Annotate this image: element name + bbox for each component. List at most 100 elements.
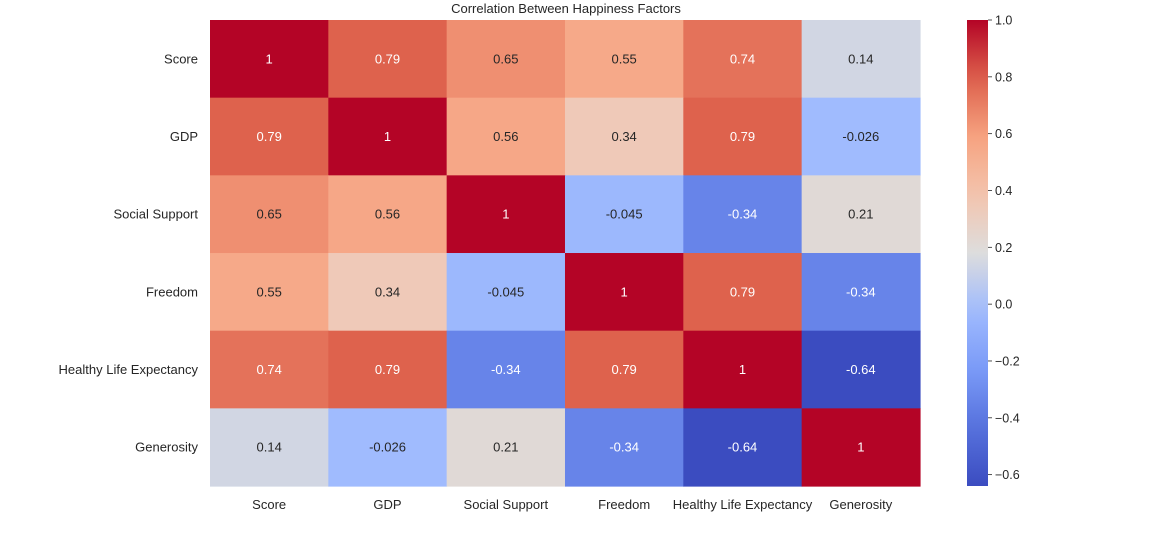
heatmap-cell-r0-c4: [683, 20, 803, 99]
colorbar: 1.0 0.8 0.6 0.4 0.2 0.0 −0.2 −0.4 −0.6: [967, 14, 1020, 486]
heatmap-cell-r4-c3: [564, 330, 684, 409]
heatmap-cell-r2-c5: [801, 175, 921, 254]
heatmap-cell-r5-c4: [683, 408, 803, 487]
cell-value-r4-c5: -0.64: [846, 362, 876, 377]
cell-value-r3-c1: 0.34: [375, 284, 400, 299]
heatmap-cell-r3-c2: [446, 253, 566, 332]
heatmap-cell-r0-c3: [564, 20, 684, 99]
heatmap-cells: [210, 20, 921, 487]
cell-value-r3-c3: 1: [621, 284, 628, 299]
cell-value-r1-c0: 0.79: [257, 129, 282, 144]
heatmap-cell-r2-c3: [564, 175, 684, 254]
heatmap-cell-r1-c3: [564, 97, 684, 176]
cell-value-r5-c2: 0.21: [493, 440, 518, 455]
row-label: GDP: [170, 129, 198, 144]
heatmap-cell-r2-c2: [446, 175, 566, 254]
heatmap-cell-r4-c5: [801, 330, 921, 409]
heatmap-cell-r4-c1: [328, 330, 448, 409]
chart-title: Correlation Between Happiness Factors: [451, 1, 681, 16]
cell-value-r5-c1: -0.026: [369, 440, 406, 455]
cell-value-r4-c3: 0.79: [611, 362, 636, 377]
cell-value-r4-c4: 1: [739, 362, 746, 377]
heatmap-cell-r3-c5: [801, 253, 921, 332]
cell-value-r5-c5: 1: [857, 440, 864, 455]
cell-value-r5-c3: -0.34: [609, 440, 639, 455]
cell-value-r3-c0: 0.55: [257, 284, 282, 299]
cell-value-r2-c5: 0.21: [848, 207, 873, 222]
heatmap-cell-r5-c2: [446, 408, 566, 487]
column-label: Score: [252, 497, 286, 512]
column-label: GDP: [373, 497, 401, 512]
colorbar-tick-label: 0.2: [995, 241, 1012, 255]
cell-value-r0-c2: 0.65: [493, 51, 518, 66]
cell-value-r3-c2: -0.045: [487, 284, 524, 299]
cell-value-r4-c0: 0.74: [257, 362, 282, 377]
heatmap-cell-r0-c2: [446, 20, 566, 99]
colorbar-tick-label: 0.8: [995, 70, 1012, 84]
column-label: Freedom: [598, 497, 650, 512]
heatmap-cell-r3-c1: [328, 253, 448, 332]
heatmap-cell-r3-c0: [210, 253, 329, 332]
heatmap-cell-r3-c4: [683, 253, 803, 332]
cell-value-r3-c4: 0.79: [730, 284, 755, 299]
cell-value-r1-c2: 0.56: [493, 129, 518, 144]
column-label: Social Support: [464, 497, 549, 512]
heatmap-cell-r5-c1: [328, 408, 448, 487]
cell-value-r0-c1: 0.79: [375, 51, 400, 66]
heatmap-cell-r0-c0: [210, 20, 329, 99]
colorbar-tick-label: −0.6: [995, 468, 1020, 482]
heatmap-cell-r5-c0: [210, 408, 329, 487]
row-label: Generosity: [135, 440, 198, 455]
row-label: Healthy Life Expectancy: [59, 362, 199, 377]
heatmap-cell-r4-c4: [683, 330, 803, 409]
heatmap-cell-r5-c5: [801, 408, 921, 487]
cell-value-r0-c0: 1: [266, 51, 273, 66]
column-label: Healthy Life Expectancy: [673, 497, 813, 512]
cell-value-r3-c5: -0.34: [846, 284, 876, 299]
cell-value-r5-c0: 0.14: [257, 440, 282, 455]
heatmap-cell-r3-c3: [564, 253, 684, 332]
row-label: Freedom: [146, 284, 198, 299]
cell-value-r2-c3: -0.045: [606, 207, 643, 222]
cell-value-r0-c4: 0.74: [730, 51, 755, 66]
cell-value-r2-c0: 0.65: [257, 207, 282, 222]
cell-value-r5-c4: -0.64: [728, 440, 758, 455]
colorbar-tick-label: 0.6: [995, 127, 1012, 141]
cell-value-r0-c5: 0.14: [848, 51, 873, 66]
row-label: Social Support: [113, 207, 198, 222]
heatmap-cell-r1-c0: [210, 97, 329, 176]
colorbar-tick-label: 0.4: [995, 184, 1012, 198]
column-labels: Score GDP Social Support Freedom Healthy Lif…: [252, 497, 893, 512]
cell-value-r2-c1: 0.56: [375, 207, 400, 222]
colorbar-tick-label: −0.2: [995, 354, 1020, 368]
row-labels: Score GDP Social Support Freedom Healthy Lif…: [59, 51, 199, 454]
heatmap-cell-r0-c1: [328, 20, 448, 99]
colorbar-tick-label: 1.0: [995, 14, 1012, 28]
colorbar-tick-label: 0.0: [995, 298, 1012, 312]
heatmap-cell-r2-c4: [683, 175, 803, 254]
colorbar-gradient: [967, 20, 988, 486]
cell-value-r0-c3: 0.55: [611, 51, 636, 66]
cell-value-r1-c5: -0.026: [842, 129, 879, 144]
heatmap-cell-r2-c0: [210, 175, 329, 254]
heatmap-cell-r0-c5: [801, 20, 921, 99]
cell-value-r1-c3: 0.34: [611, 129, 636, 144]
heatmap-cell-r5-c3: [564, 408, 684, 487]
heatmap-cell-r4-c0: [210, 330, 329, 409]
cell-value-r2-c2: 1: [502, 207, 509, 222]
heatmap-cell-r1-c1: [328, 97, 448, 176]
cell-value-r4-c1: 0.79: [375, 362, 400, 377]
heatmap-cell-r2-c1: [328, 175, 448, 254]
column-label: Generosity: [829, 497, 892, 512]
cell-value-r1-c1: 1: [384, 129, 391, 144]
row-label: Score: [164, 51, 198, 66]
cell-value-r4-c2: -0.34: [491, 362, 521, 377]
heatmap-cell-r1-c4: [683, 97, 803, 176]
heatmap-cell-r1-c2: [446, 97, 566, 176]
cell-value-r1-c4: 0.79: [730, 129, 755, 144]
cell-value-r2-c4: -0.34: [728, 207, 758, 222]
heatmap-cell-r4-c2: [446, 330, 566, 409]
colorbar-tick-label: −0.4: [995, 411, 1020, 425]
heatmap-annotations: 1 0.79 0.65 0.55 0.74 0.14 0.79 1 0.56 0.34 0.79 -0…: [257, 51, 880, 454]
